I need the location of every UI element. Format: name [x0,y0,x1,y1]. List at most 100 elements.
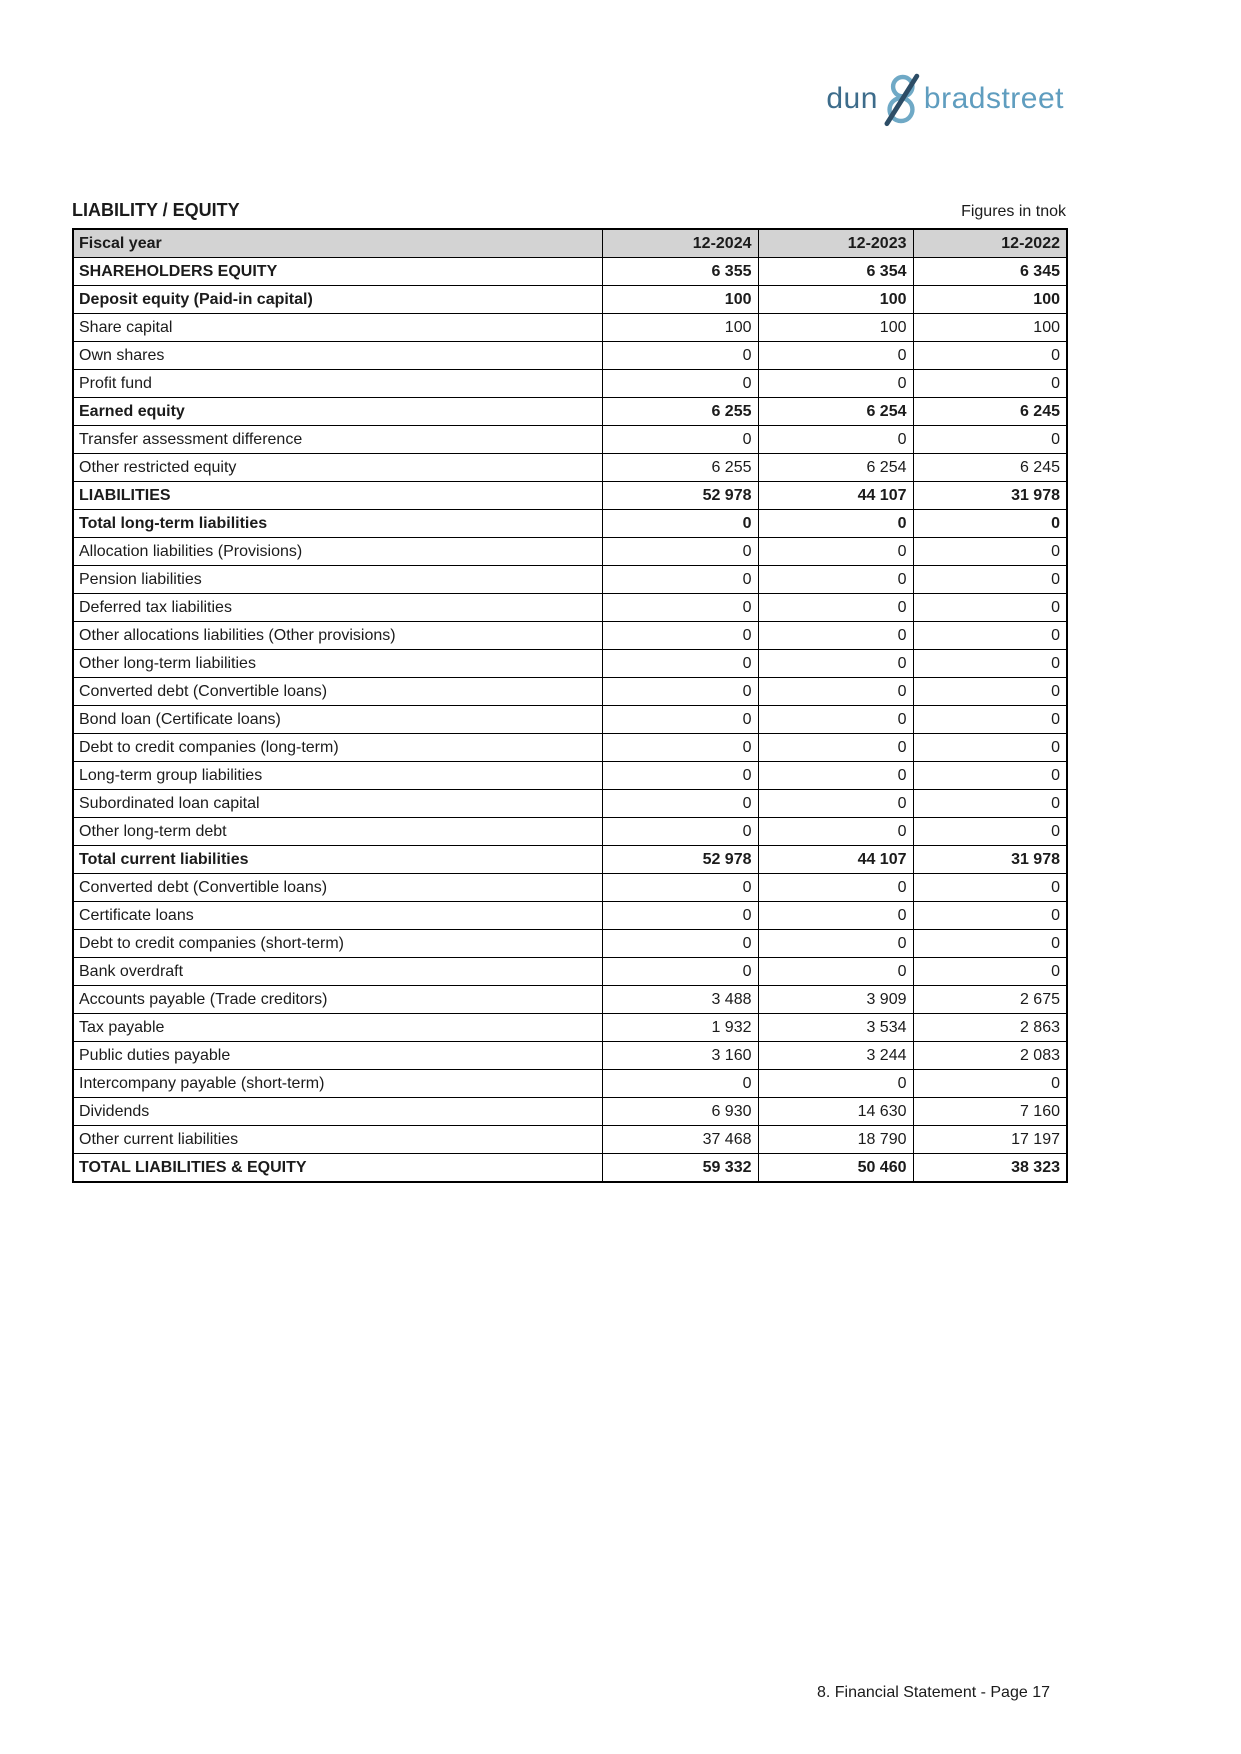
row-value: 0 [757,789,914,818]
row-value: 7 160 [912,1097,1068,1126]
row-label: Public duties payable [72,1041,603,1070]
row-value: 3 488 [601,985,759,1014]
row-value: 0 [601,677,759,706]
row-label: TOTAL LIABILITIES & EQUITY [72,1153,603,1183]
table-row: Earned equity 6 255 6 254 6 245 [72,397,1068,426]
row-value: 0 [912,957,1068,986]
table-header: Fiscal year 12-2024 12-2023 12-2022 [72,228,1068,258]
row-value: 37 468 [601,1125,759,1154]
row-label: Allocation liabilities (Provisions) [72,537,603,566]
row-value: 0 [757,929,914,958]
row-value: 0 [757,649,914,678]
row-label: Pension liabilities [72,565,603,594]
row-label: Debt to credit companies (long-term) [72,733,603,762]
row-value: 31 978 [912,845,1068,874]
table-row: Other restricted equity 6 255 6 254 6 245 [72,453,1068,482]
row-label: Long-term group liabilities [72,761,603,790]
row-value: 0 [912,425,1068,454]
page-title: LIABILITY / EQUITY [72,200,240,220]
row-label: Deposit equity (Paid-in capital) [72,285,603,314]
row-value: 0 [912,649,1068,678]
row-label: Dividends [72,1097,603,1126]
row-value: 100 [601,313,759,342]
dun-bradstreet-logo: dun bradstreet [826,70,1064,128]
row-value: 6 254 [757,453,914,482]
table-row: Subordinated loan capital 0 0 0 [72,789,1068,818]
row-label: Other allocations liabilities (Other pro… [72,621,603,650]
row-value: 3 160 [601,1041,759,1070]
row-value: 6 355 [601,257,759,286]
row-value: 0 [757,369,914,398]
row-value: 0 [757,901,914,930]
row-value: 0 [601,593,759,622]
table-row: Bond loan (Certificate loans) 0 0 0 [72,705,1068,734]
table-row: Public duties payable 3 160 3 244 2 083 [72,1041,1068,1070]
row-value: 0 [912,341,1068,370]
row-label: Bond loan (Certificate loans) [72,705,603,734]
table-header-row: Fiscal year 12-2024 12-2023 12-2022 [72,228,1068,258]
row-value: 0 [912,929,1068,958]
row-value: 0 [757,705,914,734]
row-value: 14 630 [757,1097,914,1126]
column-header-2024: 12-2024 [601,228,759,258]
row-value: 0 [757,621,914,650]
liability-equity-table: Fiscal year 12-2024 12-2023 12-2022 SHAR… [72,228,1068,1183]
table-row: Total current liabilities 52 978 44 107 31 … [72,845,1068,874]
row-value: 0 [912,565,1068,594]
row-label: Other long-term debt [72,817,603,846]
row-label: Tax payable [72,1013,603,1042]
row-value: 0 [757,817,914,846]
table-row: Debt to credit companies (short-term) 0 0 0 [72,929,1068,958]
table-row: Bank overdraft 0 0 0 [72,957,1068,986]
row-value: 0 [601,761,759,790]
row-label: Certificate loans [72,901,603,930]
row-value: 0 [601,537,759,566]
table-body: SHAREHOLDERS EQUITY 6 355 6 354 6 345 Deposi… [72,257,1068,1183]
row-label: Profit fund [72,369,603,398]
row-value: 6 245 [912,397,1068,426]
row-label: LIABILITIES [72,481,603,510]
row-label: Converted debt (Convertible loans) [72,873,603,902]
row-label: Deferred tax liabilities [72,593,603,622]
row-value: 0 [601,341,759,370]
row-value: 6 254 [757,397,914,426]
row-value: 6 255 [601,453,759,482]
table-row: Other current liabilities 37 468 18 790 17 … [72,1125,1068,1154]
table-row: Profit fund 0 0 0 [72,369,1068,398]
table-row: Other long-term liabilities 0 0 0 [72,649,1068,678]
table-row: Deposit equity (Paid-in capital) 100 100 10… [72,285,1068,314]
row-value: 44 107 [757,845,914,874]
row-value: 2 863 [912,1013,1068,1042]
row-value: 52 978 [601,845,759,874]
row-value: 3 909 [757,985,914,1014]
row-value: 0 [601,509,759,538]
row-value: 0 [601,1069,759,1098]
row-value: 3 534 [757,1013,914,1042]
row-value: 2 083 [912,1041,1068,1070]
row-value: 0 [601,789,759,818]
row-label: Transfer assessment difference [72,425,603,454]
row-label: Total current liabilities [72,845,603,874]
table-row: Other long-term debt 0 0 0 [72,817,1068,846]
row-value: 0 [912,677,1068,706]
row-label: Debt to credit companies (short-term) [72,929,603,958]
row-label: Share capital [72,313,603,342]
row-value: 100 [757,285,914,314]
row-value: 0 [601,425,759,454]
row-label: Total long-term liabilities [72,509,603,538]
title-row: LIABILITY / EQUITY Figures in tnok [72,200,1066,221]
row-value: 59 332 [601,1153,759,1183]
row-value: 0 [757,873,914,902]
row-value: 0 [757,957,914,986]
row-value: 31 978 [912,481,1068,510]
row-label: Subordinated loan capital [72,789,603,818]
row-value: 0 [757,425,914,454]
row-value: 0 [757,761,914,790]
row-label: SHAREHOLDERS EQUITY [72,257,603,286]
row-value: 17 197 [912,1125,1068,1154]
table-row: LIABILITIES 52 978 44 107 31 978 [72,481,1068,510]
row-value: 100 [757,313,914,342]
row-value: 0 [912,369,1068,398]
row-label: Other restricted equity [72,453,603,482]
row-value: 2 675 [912,985,1068,1014]
